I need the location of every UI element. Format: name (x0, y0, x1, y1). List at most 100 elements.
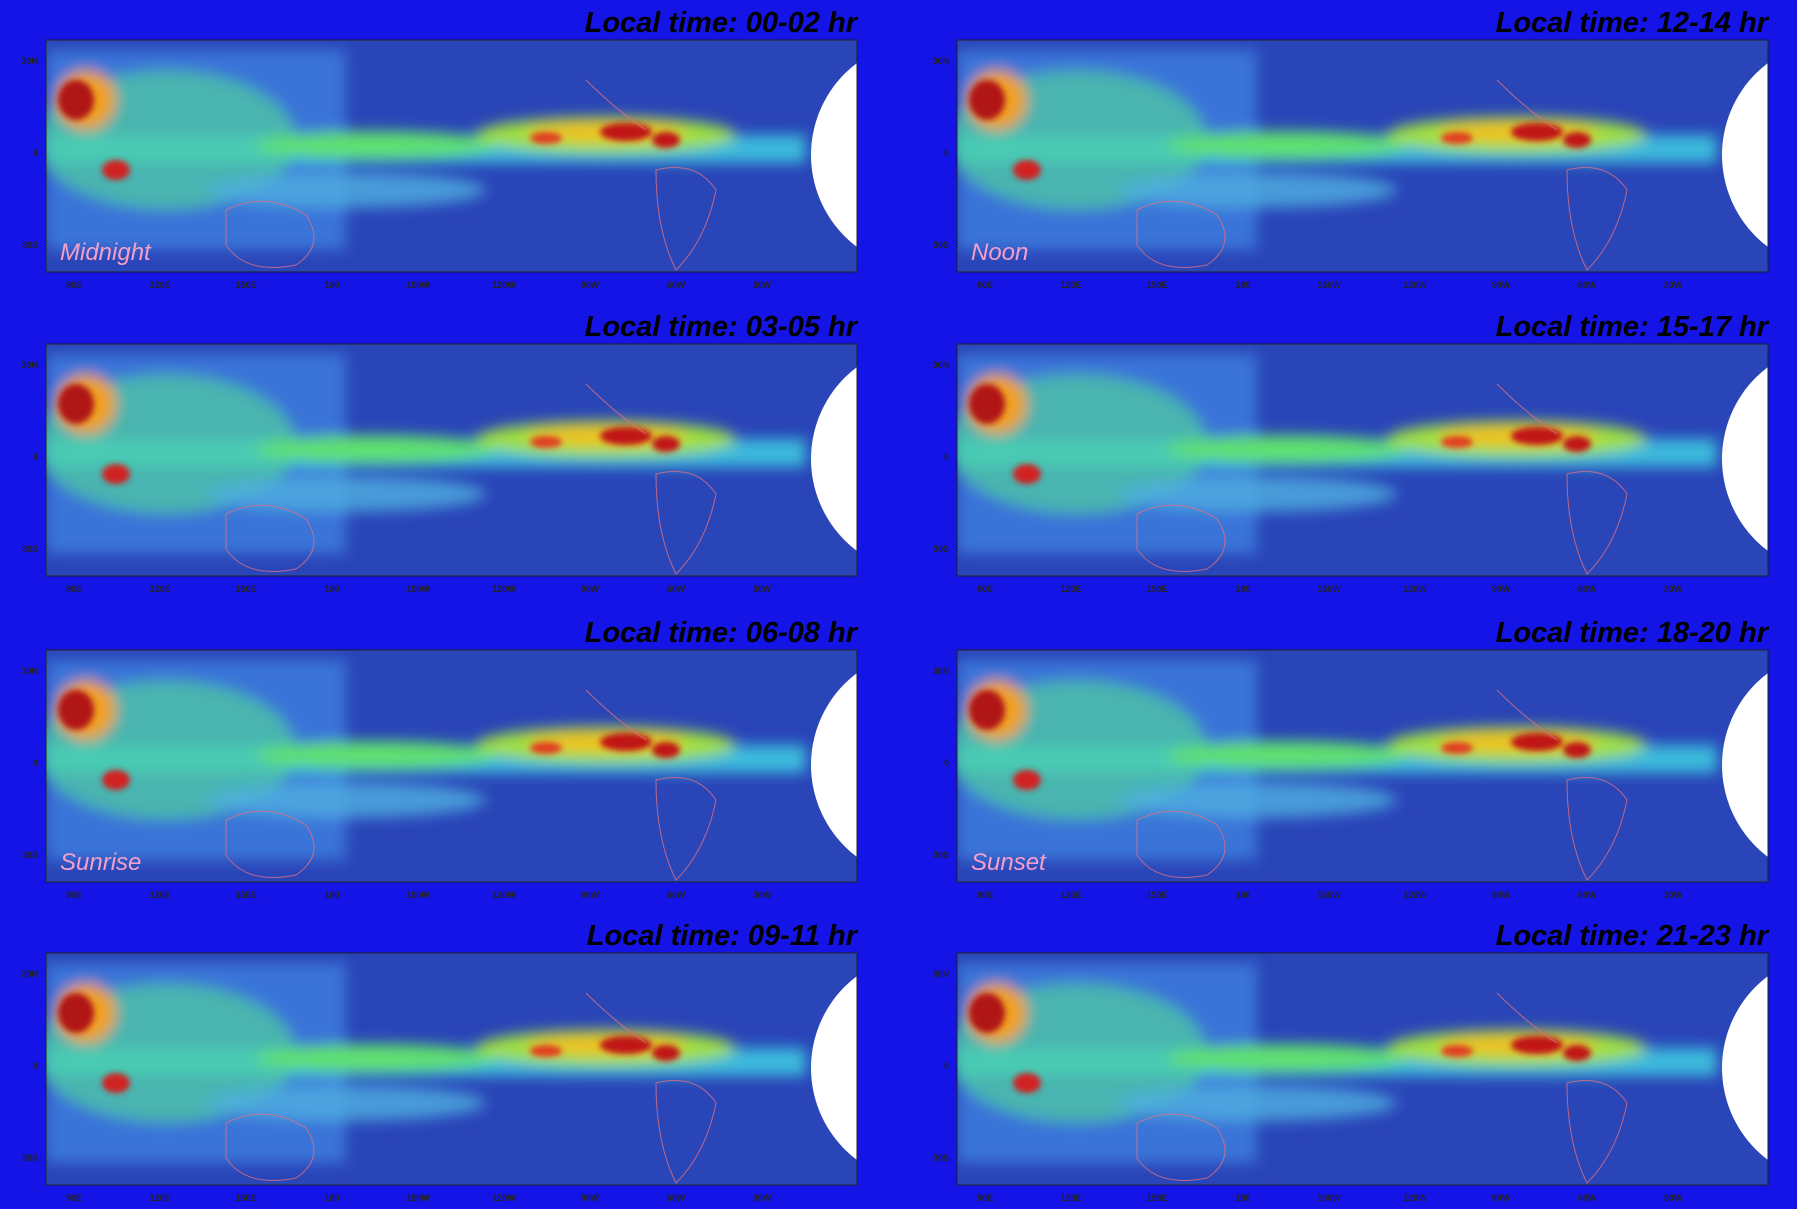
lon-label: 120E (149, 890, 170, 900)
lon-label: 150E (235, 890, 256, 900)
lat-label: 30S (933, 850, 949, 860)
lon-label: 180 (1235, 584, 1250, 594)
lon-label: 150W (406, 890, 430, 900)
lon-label: 30W (1664, 280, 1683, 290)
lon-label: 150W (406, 584, 430, 594)
lat-label: 30N (932, 56, 949, 66)
lon-label: 120E (1060, 584, 1081, 594)
lon-label: 90E (66, 1193, 82, 1203)
map-panel: Local time: 00-02 hr Midnight 30N 0 30S 90E 12… (21, 7, 1041, 290)
lat-label: 0 (944, 1061, 949, 1071)
map-frame (956, 343, 1769, 577)
lon-label: 150E (235, 1193, 256, 1203)
map-frame (956, 952, 1769, 1186)
lon-label: 150W (1317, 890, 1341, 900)
lon-label: 180 (1235, 890, 1250, 900)
lon-label: 90W (1492, 1193, 1511, 1203)
panel-title: Local time: 06-08 hr (585, 617, 859, 649)
lon-label: 90E (66, 584, 82, 594)
lon-label: 60W (667, 584, 686, 594)
lon-label: 150W (406, 1193, 430, 1203)
lon-label: 30W (753, 280, 772, 290)
lon-label: 150W (1317, 1193, 1341, 1203)
lon-label: 60W (1578, 890, 1597, 900)
lat-label: 30S (22, 544, 38, 554)
lon-label: 30W (753, 584, 772, 594)
map-panel: Local time: 06-08 hr Sunrise 30N 0 30S 90E 120… (21, 617, 1041, 900)
time-label: Sunrise (60, 849, 141, 876)
panel-title: Local time: 09-11 hr (587, 920, 859, 952)
lat-label: 30N (932, 969, 949, 979)
lon-label: 90E (66, 280, 82, 290)
lon-label: 30W (1664, 1193, 1683, 1203)
map-panel: Local time: 03-05 hr 30N 0 30S 90E 120E 150E 18… (21, 311, 859, 594)
map-panel: Local time: 18-20 hr Sunset 30N 0 30S 90E 120E… (932, 617, 1770, 900)
lon-label: 120W (492, 584, 516, 594)
lat-label: 0 (33, 1061, 38, 1071)
lon-label: 150E (1146, 584, 1167, 594)
lon-label: 90E (66, 890, 82, 900)
lat-label: 30S (22, 240, 38, 250)
map-frame (45, 952, 858, 1186)
panel-title: Local time: 12-14 hr (1496, 7, 1770, 39)
lon-label: 120E (149, 280, 170, 290)
lon-label: 180 (324, 890, 339, 900)
lat-label: 0 (33, 758, 38, 768)
lon-label: 90W (581, 1193, 600, 1203)
lon-label: 120W (1403, 890, 1427, 900)
rainfall-map (36, 650, 1041, 882)
map-frame (45, 39, 858, 273)
map-panel: Local time: 15-17 hr 30N 0 30S 90E 120E 150E 18… (932, 311, 1797, 594)
lat-label: 30N (932, 666, 949, 676)
lon-label: 150E (1146, 280, 1167, 290)
lon-label: 150W (1317, 584, 1341, 594)
lon-label: 120W (1403, 280, 1427, 290)
lon-label: 120E (149, 584, 170, 594)
rainfall-map (947, 40, 1797, 272)
lon-label: 150E (1146, 1193, 1167, 1203)
panel-title: Local time: 03-05 hr (585, 311, 859, 343)
rainfall-map (947, 344, 1797, 576)
time-label: Sunset (971, 849, 1047, 876)
map-frame (956, 649, 1769, 883)
lon-label: 90W (1492, 280, 1511, 290)
map-panel: Local time: 09-11 hr 30N 0 30S 90E 120E 150E 18… (21, 920, 1041, 1203)
lat-label: 30N (932, 360, 949, 370)
lon-label: 90E (977, 1193, 993, 1203)
map-frame (956, 39, 1769, 273)
lon-label: 90E (977, 280, 993, 290)
map-frame (45, 343, 858, 577)
lon-label: 90W (581, 584, 600, 594)
lon-label: 150E (235, 584, 256, 594)
time-label: Noon (971, 239, 1028, 266)
panel-title: Local time: 18-20 hr (1496, 617, 1770, 649)
lat-label: 30S (933, 544, 949, 554)
lon-label: 30W (753, 890, 772, 900)
lon-label: 120W (492, 280, 516, 290)
lat-label: 0 (33, 148, 38, 158)
rainfall-map (947, 953, 1797, 1185)
lat-label: 30S (933, 1153, 949, 1163)
lon-label: 90W (581, 890, 600, 900)
panel-title: Local time: 15-17 hr (1496, 311, 1770, 343)
lat-label: 0 (944, 758, 949, 768)
lon-label: 60W (667, 1193, 686, 1203)
lon-label: 180 (1235, 1193, 1250, 1203)
lon-label: 120W (492, 890, 516, 900)
rainfall-map (36, 40, 1041, 272)
lon-label: 180 (324, 1193, 339, 1203)
lon-label: 120W (1403, 584, 1427, 594)
lon-label: 60W (1578, 280, 1597, 290)
lon-label: 30W (1664, 584, 1683, 594)
lon-label: 90E (977, 890, 993, 900)
lon-label: 150W (406, 280, 430, 290)
rainfall-map (36, 953, 1041, 1185)
lon-label: 60W (667, 280, 686, 290)
lon-label: 120E (1060, 1193, 1081, 1203)
lon-label: 90W (1492, 890, 1511, 900)
lat-label: 30N (21, 666, 38, 676)
lon-label: 150E (1146, 890, 1167, 900)
lon-label: 90W (581, 280, 600, 290)
lat-label: 30N (21, 360, 38, 370)
